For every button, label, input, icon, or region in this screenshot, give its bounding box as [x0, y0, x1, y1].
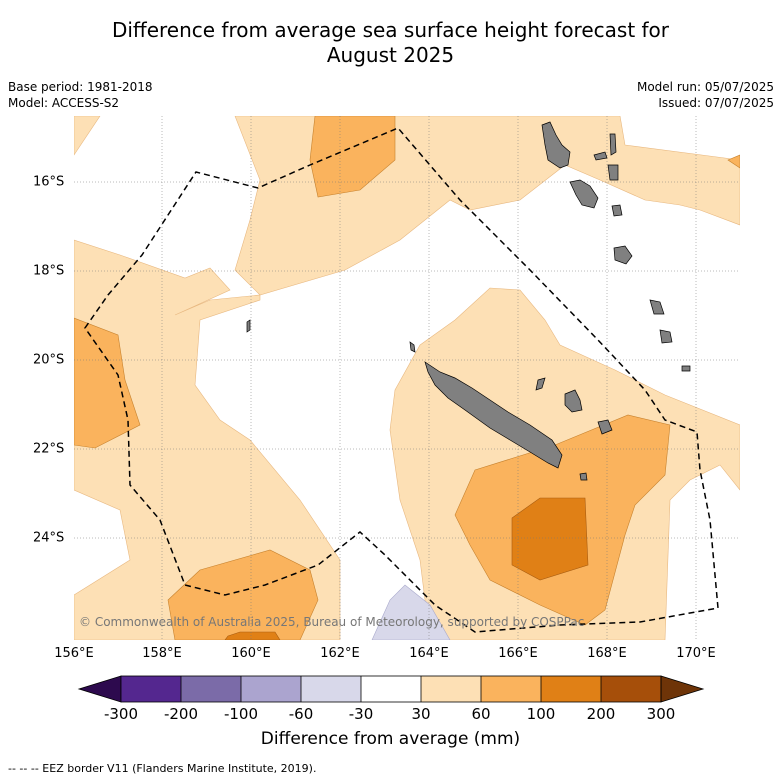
colorbar-segment-4	[301, 676, 361, 702]
colorbar-extend-max	[660, 675, 705, 703]
isle-of-pines	[579, 472, 588, 481]
anomaly-region-100-200-southwest	[224, 631, 281, 640]
chesterfield-island	[246, 319, 251, 333]
colorbar-tick: 60	[471, 705, 491, 723]
title-line-2: August 2025	[326, 43, 455, 67]
colorbar-segment-9	[601, 676, 661, 702]
colorbar-extend-min	[77, 675, 122, 703]
colorbar-segment-7	[481, 676, 541, 702]
colorbar-segment-2	[181, 676, 241, 702]
colorbar-tick: 100	[526, 705, 556, 723]
matthew-island	[681, 365, 691, 372]
metadata-right: Model run: 05/07/2025 Issued: 07/07/2025	[637, 79, 774, 111]
colorbar-segment-8	[541, 676, 601, 702]
colorbar-tick: -100	[223, 705, 259, 723]
colorbar-tick: 300	[646, 705, 676, 723]
vanuatu-efate	[613, 245, 633, 265]
model-name: Model: ACCESS-S2	[8, 96, 120, 110]
colorbar-tick: 200	[586, 705, 616, 723]
anomaly-region-30-60-west	[74, 239, 341, 640]
loyalty-island-ouvea	[535, 377, 546, 391]
metadata-left: Base period: 1981-2018 Model: ACCESS-S2	[8, 79, 153, 111]
lat-label-20s: 20°S	[33, 352, 65, 368]
lon-label-166e: 166°E	[498, 646, 538, 661]
colorbar-tick: -30	[348, 705, 374, 723]
colorbar-tick: -60	[288, 705, 314, 723]
lon-label-170e: 170°E	[676, 646, 716, 661]
anomaly-region-60-100-northeast	[727, 154, 740, 169]
colorbar-label: Difference from average (mm)	[260, 729, 521, 749]
anomaly-region-60-100-west	[74, 317, 141, 449]
new-caledonia-island	[424, 361, 563, 469]
lat-label-24s: 24°S	[33, 530, 65, 546]
belep-islands	[409, 341, 416, 353]
map-plot-area: © Commonwealth of Australia 2025, Bureau…	[74, 116, 740, 640]
colorbar-frame	[120, 675, 662, 703]
lon-label-162e: 162°E	[320, 646, 360, 661]
lon-label-156e: 156°E	[54, 646, 94, 661]
vanuatu-small-island-1	[593, 151, 608, 161]
vanuatu-malekula	[569, 179, 599, 209]
colorbar-segment-6	[421, 676, 481, 702]
anomaly-region-60-100-southwest	[167, 549, 319, 640]
lon-label-164e: 164°E	[409, 646, 449, 661]
anomaly-region-100-200-east	[511, 497, 589, 581]
issued-date: Issued: 07/07/2025	[658, 96, 774, 110]
colorbar-tick: -300	[103, 705, 139, 723]
eez-border	[84, 127, 719, 633]
vanuatu-small-island-2	[609, 133, 617, 156]
model-run: Model run: 05/07/2025	[636, 80, 774, 94]
vanuatu-espiritu-santo	[541, 121, 571, 169]
colorbar-tick: -200	[163, 705, 199, 723]
copyright-notice: © Commonwealth of Australia 2025, Bureau…	[79, 615, 584, 629]
anomaly-region-negative-30-60	[371, 584, 451, 640]
gridlines	[74, 116, 740, 640]
eez-footnote: -- -- -- EEZ border V11 (Flanders Marine…	[8, 762, 317, 775]
colorbar-segment-5	[361, 676, 421, 702]
vanuatu-tanna	[649, 299, 665, 315]
colorbar-segment-1	[121, 676, 181, 702]
lat-label-18s: 18°S	[33, 263, 65, 279]
lon-label-160e: 160°E	[231, 646, 271, 661]
colorbar-segment-3	[241, 676, 301, 702]
vanuatu-small-island-3	[607, 164, 619, 181]
title-line-1: Difference from average sea surface heig…	[111, 18, 670, 42]
colorbar-dividers	[180, 676, 602, 702]
anomaly-region-60-100-north	[309, 116, 396, 198]
lon-label-168e: 168°E	[587, 646, 627, 661]
lat-label-16s: 16°S	[33, 174, 65, 190]
colorbar	[77, 675, 705, 703]
lon-label-158e: 158°E	[142, 646, 182, 661]
lat-label-22s: 22°S	[33, 441, 65, 457]
colorbar-tick: 30	[411, 705, 431, 723]
loyalty-island-mare	[597, 419, 613, 435]
loyalty-island-lifou	[564, 389, 583, 413]
land-masses	[246, 121, 691, 481]
vanuatu-small-island-4	[611, 204, 623, 217]
base-period: Base period: 1981-2018	[8, 80, 153, 94]
anomaly-region-30-60-north	[74, 116, 740, 296]
vanuatu-aneityum	[659, 329, 673, 344]
map-title: Difference from average sea surface heig…	[0, 18, 781, 68]
